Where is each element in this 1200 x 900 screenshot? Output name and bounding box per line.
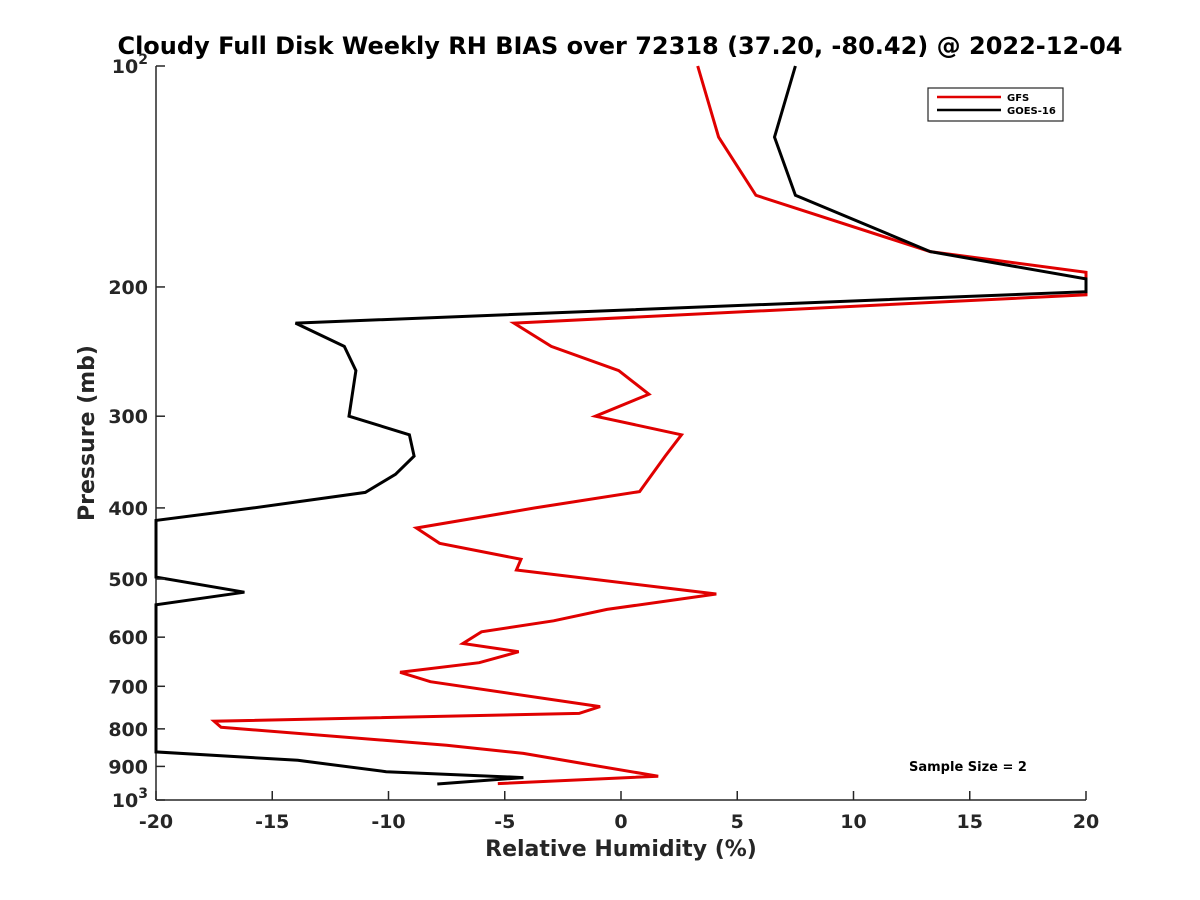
x-tick-label: -15 [255,811,289,833]
x-tick-label: 5 [731,811,744,833]
y-tick-label: 500 [108,569,148,591]
series-layer [154,65,1088,786]
series-line-gfs [210,65,1088,786]
legend-label-gfs: GFS [1007,93,1029,104]
x-tick-label: 0 [614,811,627,833]
x-tick-label: -20 [139,811,173,833]
x-tick-label: 20 [1073,811,1099,833]
y-tick-label: 800 [108,719,148,741]
series-line-goes16 [154,65,1088,786]
y-tick-label: 600 [108,627,148,649]
x-axis-ticks: -20 -15 -10 -5 0 5 10 15 20 [139,791,1099,833]
y-tick-label-power: 102 [112,52,148,78]
x-axis-label: Relative Humidity (%) [485,837,757,862]
y-tick-label: 400 [108,498,148,520]
y-tick-label: 200 [108,277,148,299]
y-axis-ticks: 200 300 400 500 600 700 800 900 102 103 [108,52,165,812]
chart-title: Cloudy Full Disk Weekly RH BIAS over 723… [117,32,1122,60]
plot-area [155,66,1086,801]
y-tick-label-power: 103 [112,786,148,812]
y-tick-label: 700 [108,676,148,698]
y-tick-label: 300 [108,406,148,428]
y-axis-label: Pressure (mb) [75,345,100,521]
y-tick-label: 900 [108,756,148,778]
x-tick-label: -10 [371,811,405,833]
legend: GFS GOES-16 [927,87,1064,122]
x-tick-label: 10 [840,811,866,833]
x-tick-label: 15 [957,811,983,833]
legend-box [927,87,1064,122]
legend-label-goes16: GOES-16 [1007,106,1056,117]
x-tick-label: -5 [494,811,515,833]
sample-size-annotation: Sample Size = 2 [909,760,1027,775]
